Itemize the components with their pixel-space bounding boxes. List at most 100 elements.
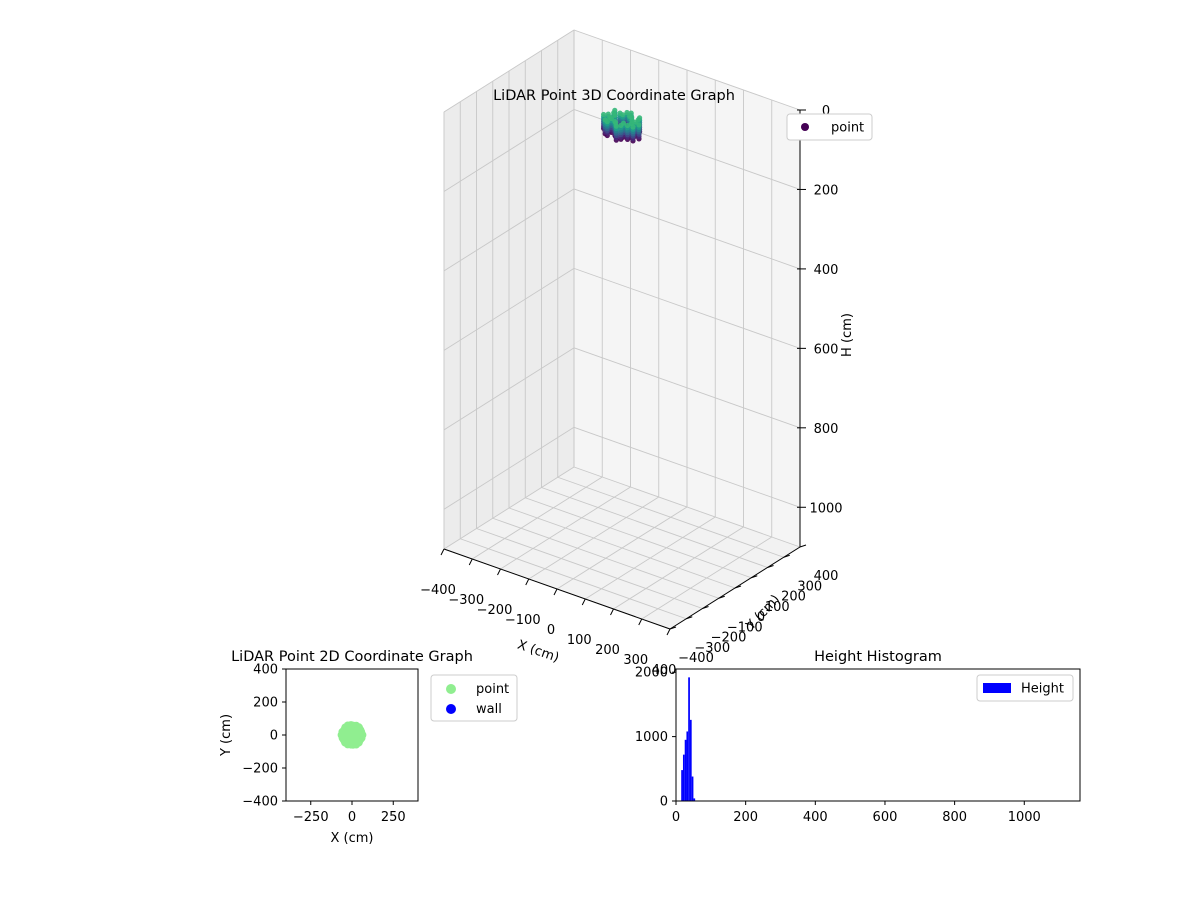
legend-2d-marker-point — [446, 684, 456, 694]
chart-2d-ticks: −250 0 250 400 200 0 −200 −400 — [242, 663, 405, 826]
point-marker — [608, 115, 615, 122]
legend-3d-frame — [786, 113, 873, 141]
x-tick-label: −300 — [448, 593, 484, 608]
x-tick — [610, 608, 614, 616]
x-tick-label: 600 — [873, 810, 898, 825]
x-tick-label: 400 — [652, 663, 677, 678]
point-marker — [613, 123, 619, 129]
grid-z-left — [443, 188, 575, 272]
x-tick-label: −200 — [477, 603, 513, 618]
axis-group: −400−300−200−1000100200300400−400−300−20… — [420, 104, 855, 678]
histogram-bar — [681, 770, 683, 801]
chart-histogram: Height Histogram 0 200 400 600 800 1000 0 1000 2… — [635, 649, 1081, 825]
grid-y-floor — [541, 487, 768, 568]
y-tick — [799, 544, 807, 548]
y-tick — [669, 626, 677, 630]
grid-z-left — [443, 347, 575, 431]
chart-2d-y-axis-label: Y (cm) — [219, 714, 234, 757]
x-tick-label: −400 — [420, 583, 456, 598]
y-tick-label: 100 — [765, 600, 790, 615]
x-tick-label: 800 — [942, 810, 967, 825]
histogram-bar — [686, 731, 689, 801]
histogram-bar — [682, 754, 685, 801]
y-tick-label: 400 — [814, 569, 839, 584]
chart-3d-title: LiDAR Point 3D Coordinate Graph — [493, 88, 735, 104]
x-tick-label: 0 — [672, 810, 680, 825]
legend-2d: point wall — [430, 674, 518, 722]
y-tick — [686, 616, 693, 620]
y-tick-label: 300 — [797, 579, 822, 594]
legend-3d-marker — [801, 123, 809, 131]
x-tick-label: −100 — [505, 613, 541, 628]
x-axis-label: X (cm) — [515, 638, 561, 666]
legend-histogram: Height — [976, 674, 1074, 702]
z-axis-label: H (cm) — [840, 313, 855, 357]
grid-y-floor — [525, 497, 752, 579]
y-tick — [767, 565, 774, 568]
chart-2d-x-axis-label: X (cm) — [331, 831, 374, 846]
x-tick-label: 0 — [348, 810, 356, 825]
grid-z-left — [443, 109, 575, 192]
y-tick-label: 200 — [253, 696, 278, 711]
y-tick-label: 0 — [660, 795, 668, 810]
point-marker — [612, 112, 618, 118]
point-marker — [624, 122, 631, 129]
y-tick-label: −200 — [242, 762, 278, 777]
histogram-ticks: 0 200 400 600 800 1000 0 1000 2000 — [635, 666, 1041, 825]
x-tick-label: 250 — [381, 810, 406, 825]
x-tick — [440, 548, 445, 556]
z-tick-label: 400 — [814, 263, 839, 278]
x-tick — [553, 588, 558, 596]
grid-y-floor — [492, 517, 719, 599]
z-tick-label: 0 — [822, 104, 830, 119]
x-tick-label: −250 — [293, 810, 329, 825]
y-tick-label: −300 — [694, 641, 730, 656]
y-tick-label: −400 — [242, 795, 278, 810]
y-tick-label: −200 — [711, 631, 747, 646]
legend-2d-marker-wall — [446, 704, 456, 714]
y-tick — [702, 606, 709, 609]
x-tick-label: 200 — [733, 810, 758, 825]
z-tick-label: 1000 — [809, 501, 842, 516]
x-tick — [666, 628, 671, 636]
grid-y-floor — [476, 528, 703, 609]
point-marker — [637, 115, 643, 121]
point-marker — [636, 122, 642, 128]
x-tick-label: 1000 — [1008, 810, 1041, 825]
y-tick-label: 1000 — [635, 730, 668, 745]
x-tick-label: 400 — [803, 810, 828, 825]
x-tick — [468, 558, 473, 566]
x-tick-label: 300 — [623, 653, 648, 668]
grid-z-back — [573, 267, 801, 349]
legend-2d-label-wall: wall — [476, 702, 502, 717]
y-tick — [718, 595, 725, 599]
histogram-bar — [688, 677, 690, 801]
grid-z-back — [573, 29, 801, 111]
histogram-bar — [684, 739, 687, 801]
grid-y-floor — [508, 507, 736, 589]
point-marker — [628, 110, 634, 116]
histogram-bars — [681, 677, 696, 801]
x-tick-label: 100 — [567, 633, 592, 648]
z-tick-label: 200 — [814, 183, 839, 198]
y-tick — [783, 554, 790, 558]
point-marker — [601, 111, 607, 118]
y-tick-label: −400 — [678, 651, 714, 666]
chart-2d: LiDAR Point 2D Coordinate Graph −250 0 250… — [219, 649, 518, 846]
grid-z-back — [573, 426, 801, 508]
x-tick-label: 0 — [547, 623, 555, 638]
y-tick-label: 0 — [757, 610, 765, 625]
z-tick-label: 800 — [814, 422, 839, 437]
point-marker — [624, 109, 630, 116]
legend-3d-label: point — [831, 121, 864, 136]
x-tick — [638, 618, 643, 626]
chart-2d-title: LiDAR Point 2D Coordinate Graph — [231, 649, 473, 665]
legend-histogram-frame — [976, 674, 1074, 702]
histogram-bar — [691, 776, 694, 801]
x-tick — [525, 578, 530, 586]
legend-2d-label-point: point — [476, 682, 509, 697]
y-tick-label: 2000 — [635, 666, 668, 681]
grid-y-floor — [460, 538, 687, 620]
y-tick-label: 0 — [270, 729, 278, 744]
